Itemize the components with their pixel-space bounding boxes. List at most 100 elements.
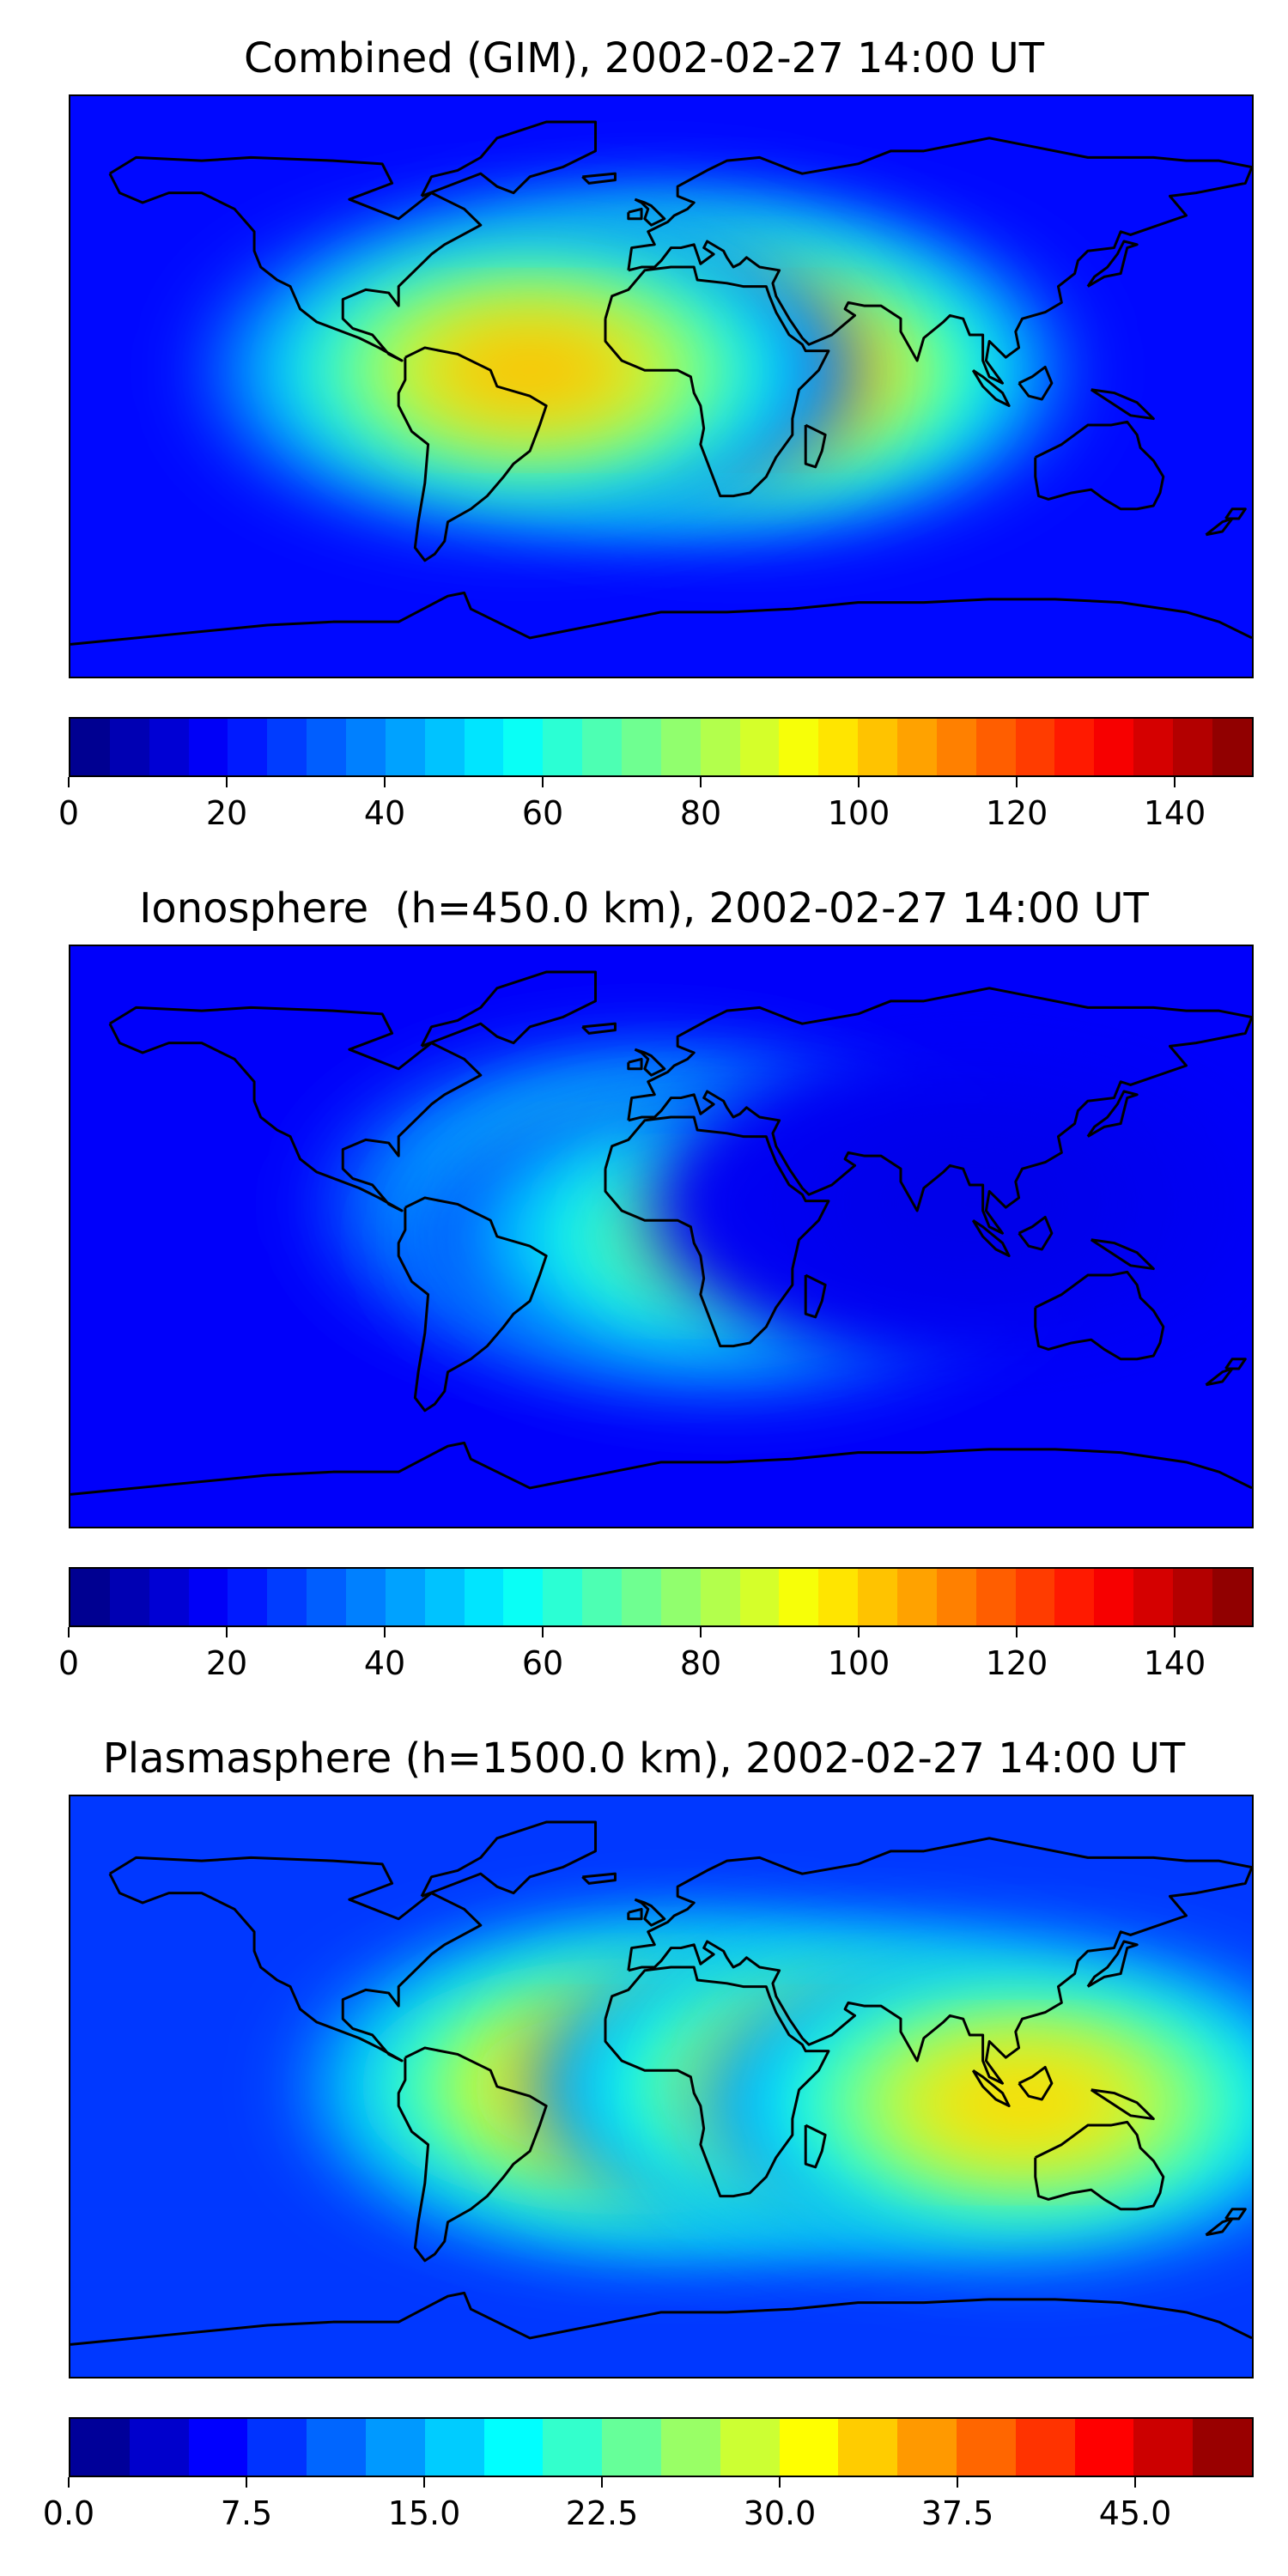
coastline xyxy=(1034,1270,1165,1361)
coastline xyxy=(971,2069,1011,2108)
colorbar-swatch xyxy=(1173,1569,1212,1625)
coastline xyxy=(70,591,1252,646)
coastline xyxy=(804,423,827,469)
tick-mark xyxy=(542,1627,544,1637)
tick-mark xyxy=(779,2477,781,2488)
coastline xyxy=(420,120,598,197)
coastline xyxy=(1205,517,1234,537)
colorbar-swatch xyxy=(720,2419,780,2476)
coastline xyxy=(627,987,1252,1235)
tick-label: 0.0 xyxy=(42,2494,95,2532)
colorbar-swatch xyxy=(424,719,465,775)
tick-mark xyxy=(226,1627,228,1637)
tick-label: 20 xyxy=(205,794,248,832)
tick-label: 80 xyxy=(679,794,722,832)
colorbar-swatch xyxy=(1015,2419,1075,2476)
coastline xyxy=(1034,2120,1165,2211)
tick-label: 0 xyxy=(58,1644,80,1682)
colorbar-swatch xyxy=(267,719,307,775)
heat-blob xyxy=(915,2051,1129,2154)
coastline xyxy=(397,2046,548,2263)
tick-label: 100 xyxy=(827,794,890,832)
colorbar-swatch xyxy=(602,2419,661,2476)
world-map-heatmap xyxy=(70,946,1252,1527)
coastline xyxy=(581,1022,617,1035)
colorbar-swatch xyxy=(543,2419,603,2476)
colorbar-swatch xyxy=(1133,719,1174,775)
coastline xyxy=(971,1218,1011,1258)
colorbar-swatch xyxy=(1193,2419,1252,2476)
coastline xyxy=(1090,388,1155,421)
coastline xyxy=(108,1005,483,1212)
colorbar-swatch xyxy=(739,719,780,775)
tick-mark xyxy=(246,2477,247,2488)
colorbar-swatch xyxy=(307,2419,366,2476)
ionosphere-panel: Ionosphere (h=450.0 km), 2002-02-27 14:0… xyxy=(0,850,1288,1709)
colorbar xyxy=(69,717,1254,777)
colorbar-swatch xyxy=(267,1569,307,1625)
colorbar-ticks: 0 20 40 60 80 100 120 140 xyxy=(58,1627,1254,1696)
colorbar-swatch xyxy=(109,1569,149,1625)
colorbar-swatch xyxy=(622,719,661,775)
tick-label: 140 xyxy=(1143,794,1206,832)
tick-label: 100 xyxy=(827,1644,890,1682)
panel-title: Ionosphere (h=450.0 km), 2002-02-27 14:0… xyxy=(139,884,1149,933)
coastline xyxy=(397,1196,548,1413)
colorbar-swatch xyxy=(779,719,819,775)
colorbar-swatch xyxy=(109,719,149,775)
tick-mark xyxy=(68,777,70,787)
colorbar-swatch xyxy=(365,2419,425,2476)
colorbar xyxy=(69,2417,1254,2477)
coastline xyxy=(1090,1238,1155,1271)
tick-label: 15.0 xyxy=(387,2494,461,2532)
coastline xyxy=(1018,1215,1054,1251)
coastline xyxy=(604,1965,830,2198)
colorbar-swatch xyxy=(838,2419,898,2476)
colorbar-swatch xyxy=(424,2419,484,2476)
tick-mark xyxy=(423,2477,425,2488)
colorbar-swatch xyxy=(129,2419,189,2476)
colorbar-swatch xyxy=(858,719,898,775)
panel-title: Combined (GIM), 2002-02-27 14:00 UT xyxy=(243,34,1045,82)
coastline xyxy=(70,2291,1252,2346)
colorbar-swatch xyxy=(660,2419,720,2476)
tick-label: 140 xyxy=(1143,1644,1206,1682)
tick-label: 80 xyxy=(679,1644,722,1682)
colorbar-swatch xyxy=(936,1569,976,1625)
coastline xyxy=(581,172,617,185)
colorbar-swatch xyxy=(70,1569,110,1625)
coastline xyxy=(604,1115,830,1348)
colorbar-swatch xyxy=(622,1569,661,1625)
colorbar-swatch xyxy=(739,1569,780,1625)
colorbar-swatch xyxy=(1054,1569,1095,1625)
colorbar-swatch xyxy=(188,1569,228,1625)
world-map-heatmap xyxy=(70,96,1252,677)
coastline xyxy=(1086,1940,1139,1988)
colorbar-swatch xyxy=(1094,1569,1134,1625)
tick-label: 30.0 xyxy=(743,2494,817,2532)
coastline xyxy=(604,265,830,498)
coastline xyxy=(1086,1090,1139,1138)
tick-mark xyxy=(384,777,386,787)
coastline xyxy=(627,207,643,221)
colorbar-swatch xyxy=(779,2419,839,2476)
coastline xyxy=(1018,2065,1054,2101)
tick-label: 120 xyxy=(985,1644,1048,1682)
colorbar-swatch xyxy=(188,2419,248,2476)
combined-gim-panel: Combined (GIM), 2002-02-27 14:00 UT 0 20 4… xyxy=(0,0,1288,859)
colorbar-swatch xyxy=(1133,1569,1174,1625)
coastline xyxy=(397,346,548,562)
colorbar-swatch xyxy=(897,2419,957,2476)
colorbar-swatch xyxy=(346,719,386,775)
colorbar-swatch xyxy=(503,1569,544,1625)
colorbar-swatch xyxy=(149,1569,189,1625)
tick-label: 20 xyxy=(205,1644,248,1682)
colorbar-swatch xyxy=(975,719,1016,775)
tick-mark xyxy=(226,777,228,787)
plasmasphere-panel: Plasmasphere (h=1500.0 km), 2002-02-27 1… xyxy=(0,1700,1288,2559)
colorbar-swatch xyxy=(1015,719,1055,775)
tick-mark xyxy=(1016,1627,1018,1637)
tick-mark xyxy=(68,2477,70,2488)
coastline xyxy=(108,155,483,362)
tick-mark xyxy=(858,777,860,787)
